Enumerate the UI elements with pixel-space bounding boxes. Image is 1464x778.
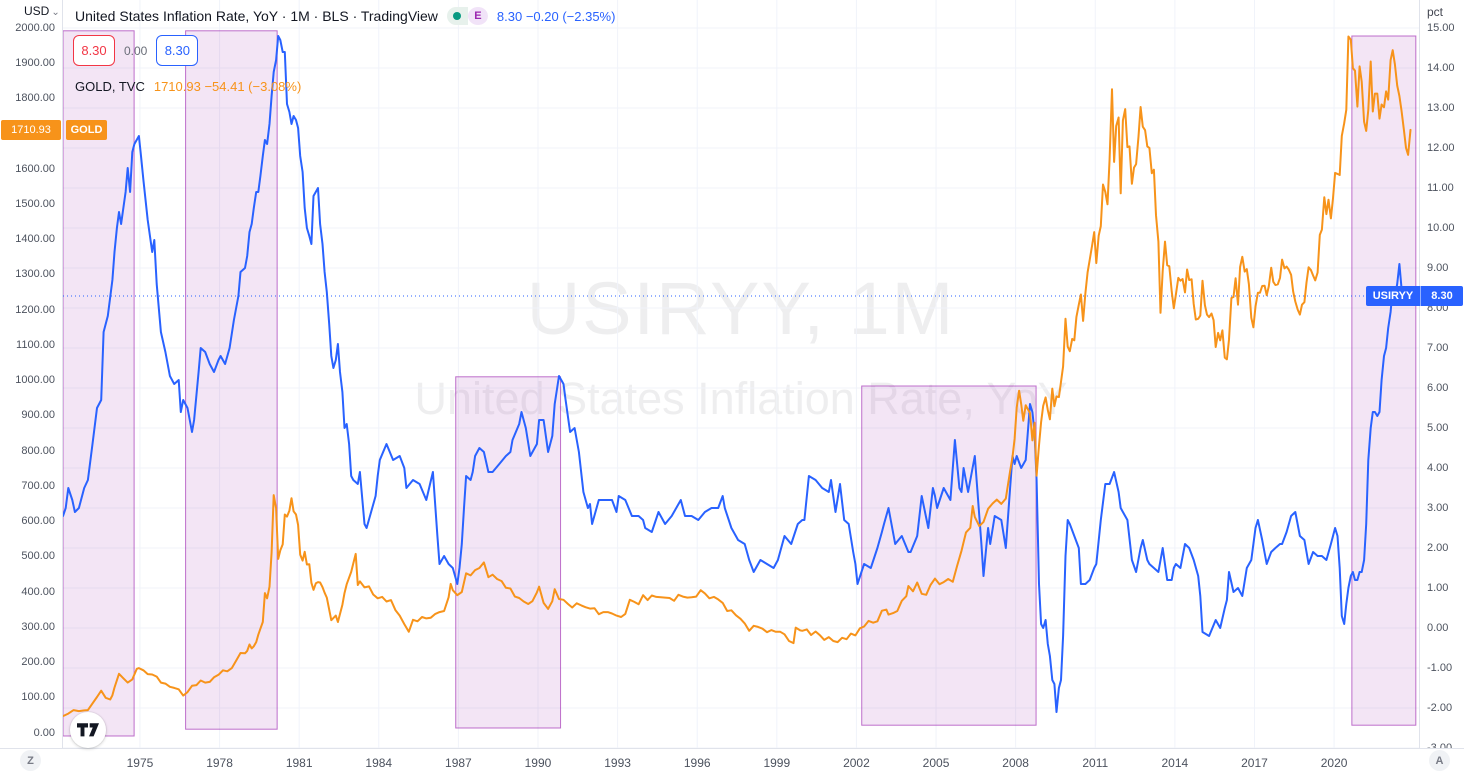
highlight-region[interactable] (185, 30, 278, 730)
highlight-region[interactable] (455, 376, 562, 729)
right-axis-tick: 13.00 (1427, 101, 1455, 114)
sell-price-box[interactable]: 8.30 (73, 35, 115, 66)
time-axis-label: 1990 (524, 756, 552, 770)
left-axis-tick: 1600.00 (15, 162, 55, 175)
highlight-region[interactable] (62, 30, 135, 737)
right-axis-tick: 11.00 (1427, 181, 1454, 194)
right-axis-tick: 10.00 (1427, 221, 1455, 234)
time-axis-label: 1999 (763, 756, 791, 770)
left-axis-tick: 200.00 (21, 656, 55, 668)
market-status-pill[interactable]: E (446, 7, 488, 25)
time-axis-label: 1993 (604, 756, 631, 770)
currency-label: USD (24, 4, 50, 18)
left-axis-tick: 1200.00 (15, 303, 55, 316)
left-axis-tick: 1300.00 (15, 268, 55, 281)
gold-series-tag: GOLD (66, 119, 107, 140)
right-axis-tick: 15.00 (1427, 21, 1455, 34)
gold-price-axis-tag: 1710.93 (1, 119, 61, 140)
time-axis-label: 1981 (285, 756, 313, 770)
right-axis-tick: 7.00 (1427, 341, 1449, 354)
left-axis-tick: 2000.00 (15, 21, 55, 34)
right-axis-tick: 9.00 (1427, 261, 1449, 274)
market-open-dot-icon (446, 7, 468, 25)
left-axis-tick: 600.00 (21, 515, 55, 527)
left-axis-tick: 900.00 (21, 409, 55, 422)
right-axis-tick: 4.00 (1427, 461, 1449, 474)
right-axis-tick: -1.00 (1427, 661, 1453, 674)
time-scale[interactable]: 1975 1978 1981 1984 1987 1990 1993 1996 1999 2002… (0, 748, 1464, 778)
auto-scale-button[interactable]: A (1429, 750, 1450, 771)
time-axis-label: 2008 (1002, 756, 1029, 770)
overlay-series-title: GOLD, TVC (75, 79, 145, 94)
tradingview-logo-icon (77, 723, 99, 737)
left-axis-tick: 1500.00 (15, 197, 55, 210)
buy-price-box[interactable]: 8.30 (156, 35, 199, 66)
series-line-gold[interactable] (62, 35, 1412, 718)
main-series-title: United States Inflation Rate, YoY · 1M ·… (75, 8, 438, 24)
time-axis-label: 2017 (1241, 756, 1268, 770)
series-line-usiryy[interactable] (62, 35, 1412, 713)
time-axis-label: 2002 (843, 756, 870, 770)
right-axis-tick: 2.00 (1427, 541, 1449, 554)
time-axis-label: 2014 (1161, 756, 1189, 770)
overlay-series-legend-row[interactable]: GOLD, TVC 1710.93 −54.41 (−3.08%) (75, 78, 301, 95)
time-axis-label: 1978 (206, 756, 233, 770)
tradingview-logo-link[interactable] (70, 712, 106, 748)
currency-unit-button[interactable]: USD ⌄ (24, 4, 60, 18)
time-axis-label: 1987 (445, 756, 472, 770)
left-axis-tick: 1000.00 (15, 374, 55, 386)
timezone-button[interactable]: Z (20, 750, 41, 771)
left-axis-tick: 1800.00 (15, 92, 55, 104)
right-price-scale[interactable]: 15.00 14.00 13.00 12.00 11.00 10.00 9.00 8.00 7.… (1420, 0, 1464, 754)
right-axis-tick: 12.00 (1427, 141, 1455, 154)
quote-boxes-row: 8.30 0.00 8.30 (73, 35, 199, 66)
highlight-region[interactable] (861, 385, 1037, 726)
overlay-series-quote: 1710.93 −54.41 (−3.08%) (153, 79, 302, 94)
time-axis-label: 1996 (683, 756, 711, 770)
time-axis-label: 1975 (126, 756, 154, 770)
right-axis-tick: -2.00 (1427, 701, 1453, 714)
left-axis-tick: 1900.00 (15, 56, 55, 69)
left-axis-tick: 300.00 (21, 620, 55, 633)
left-axis-tick: 500.00 (21, 550, 55, 563)
exchange-badge: E (467, 7, 488, 25)
main-series-quote: 8.30 −0.20 (−2.35%) (496, 8, 616, 24)
left-axis-tick: 1100.00 (16, 338, 55, 351)
usiryy-price-value: 8.30 (1431, 290, 1453, 302)
right-axis-tick: 1.00 (1427, 581, 1449, 594)
legend: United States Inflation Rate, YoY · 1M ·… (73, 6, 615, 94)
usiryy-symbol-label: USIRYY (1372, 290, 1414, 302)
spread-value: 0.00 (124, 43, 148, 58)
highlight-region[interactable] (1351, 35, 1417, 726)
time-axis-label: 1984 (365, 756, 393, 770)
left-axis-tick: 700.00 (21, 479, 55, 492)
left-axis-tick: 800.00 (21, 444, 55, 457)
time-axis-label: 2020 (1320, 756, 1348, 770)
tag-divider (1420, 286, 1421, 306)
left-axis-tick: 100.00 (21, 691, 55, 704)
right-axis-tick: 5.00 (1427, 421, 1449, 434)
time-axis-label: 2011 (1082, 756, 1109, 770)
main-series-legend-row[interactable]: United States Inflation Rate, YoY · 1M ·… (75, 6, 615, 26)
left-axis-tick: 0.00 (33, 726, 55, 739)
left-axis-tick: 1400.00 (15, 233, 55, 245)
right-axis-tick: 6.00 (1427, 381, 1449, 394)
time-axis-label: 2005 (922, 756, 950, 770)
right-scale-unit-label: pct (1427, 5, 1444, 19)
right-axis-tick: 3.00 (1427, 501, 1449, 514)
right-axis-tick: 14.00 (1427, 61, 1455, 74)
right-axis-tick: 0.00 (1427, 621, 1449, 634)
usiryy-price-axis-tag: USIRYY 8.30 (1366, 286, 1463, 306)
left-axis-tick: 400.00 (21, 585, 55, 598)
left-price-scale[interactable]: 2000.001900.001800.001700.001600.001500.… (0, 0, 62, 748)
chevron-down-icon: ⌄ (51, 7, 60, 18)
